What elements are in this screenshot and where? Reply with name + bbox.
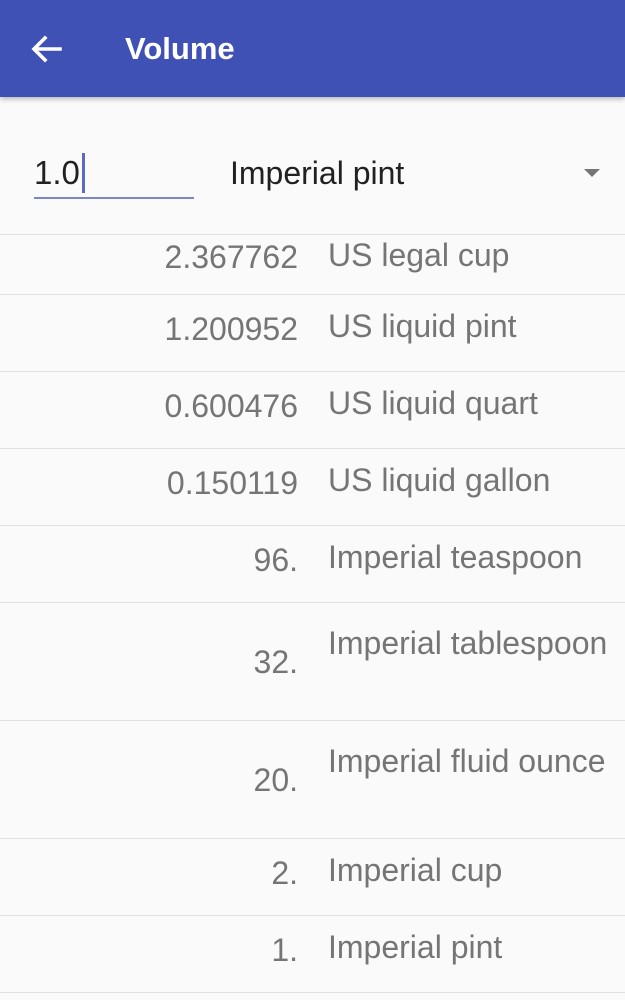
- list-item[interactable]: 2. Imperial cup: [0, 839, 625, 916]
- list-item[interactable]: 32. Imperial tablespoon: [0, 603, 625, 721]
- result-value: 96.: [253, 542, 298, 578]
- result-unit: Imperial pint: [328, 929, 503, 965]
- arrow-back-icon: [31, 35, 62, 63]
- result-unit: Imperial cup: [328, 852, 503, 888]
- result-unit: Imperial tablespoon: [328, 625, 608, 661]
- list-item[interactable]: 1. Imperial pint: [0, 916, 625, 993]
- result-unit: US liquid pint: [328, 308, 517, 344]
- unit-dropdown[interactable]: Imperial pint: [230, 147, 610, 203]
- results-list: 2.367762 US legal cup 1.200952 US liquid…: [0, 235, 625, 993]
- result-value: 1.200952: [164, 311, 298, 347]
- result-value: 0.600476: [164, 388, 298, 424]
- result-unit: US legal cup: [328, 237, 510, 273]
- list-item[interactable]: 0.150119 US liquid gallon: [0, 449, 625, 526]
- result-unit: Imperial fluid ounce: [328, 743, 606, 779]
- list-item[interactable]: 20. Imperial fluid ounce: [0, 721, 625, 839]
- selected-unit-label: Imperial pint: [230, 155, 405, 191]
- app-bar: Volume: [0, 0, 625, 97]
- result-unit: US liquid gallon: [328, 462, 551, 498]
- result-unit: Imperial teaspoon: [328, 539, 583, 575]
- converter-input-row: Imperial pint: [0, 97, 625, 235]
- result-value: 20.: [253, 762, 298, 798]
- text-cursor: [82, 153, 85, 193]
- result-value: 32.: [253, 644, 298, 680]
- value-input[interactable]: [34, 149, 194, 199]
- page-title: Volume: [125, 31, 235, 66]
- dropdown-arrow-icon: [584, 169, 600, 177]
- list-item[interactable]: 96. Imperial teaspoon: [0, 526, 625, 603]
- back-button[interactable]: [18, 20, 78, 76]
- result-value: 1.: [271, 932, 298, 968]
- result-unit: US liquid quart: [328, 385, 538, 421]
- list-item[interactable]: 0.600476 US liquid quart: [0, 372, 625, 449]
- list-item[interactable]: 1.200952 US liquid pint: [0, 295, 625, 372]
- result-value: 2.367762: [164, 239, 298, 275]
- result-value: 0.150119: [166, 465, 298, 501]
- result-value: 2.: [271, 855, 298, 891]
- list-item[interactable]: 2.367762 US legal cup: [0, 235, 625, 295]
